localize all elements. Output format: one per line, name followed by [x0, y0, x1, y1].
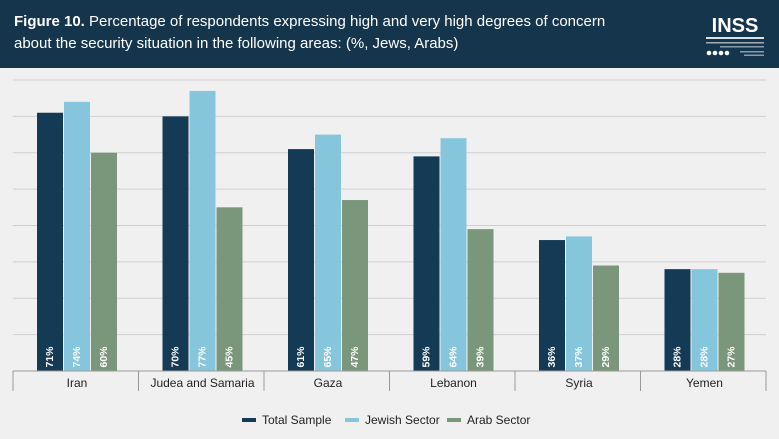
bar-syria-total-sample [539, 240, 565, 371]
bar-label-judea-and-samaria-arab-sector: 45% [224, 346, 236, 368]
category-label-gaza: Gaza [314, 376, 343, 390]
bar-lebanon-total-sample [413, 156, 440, 371]
bar-syria-jewish-sector [566, 236, 592, 371]
bar-label-syria-total-sample: 36% [546, 346, 558, 368]
bar-label-syria-arab-sector: 29% [600, 346, 612, 368]
bar-label-yemen-total-sample: 28% [672, 346, 684, 368]
chart-area: 71% 74% 60% 70% 77% 45% 61% 65% 47% 59% 64% 39% 36% 3… [0, 68, 779, 439]
legend-label-total-sample: Total Sample [262, 413, 332, 427]
bar-chart: 71% 74% 60% 70% 77% 45% 61% 65% 47% 59% 64% 39% 36% 3… [12, 79, 767, 427]
bar-iran-total-sample [37, 112, 63, 372]
inss-logo: INSS [706, 15, 764, 56]
bar-label-lebanon-jewish-sector: 64% [448, 346, 460, 368]
chart-header: Figure 10. Percentage of respondents exp… [0, 0, 779, 68]
category-label-yemen: Yemen [686, 376, 723, 390]
category-label-judea-and-samaria: Judea and Samaria [150, 376, 254, 390]
bar-judea-and-samaria-arab-sector [216, 207, 243, 371]
legend-label-arab-sector: Arab Sector [467, 413, 530, 427]
category-labels: Iran Judea and Samaria Gaza Lebanon Syria Yem… [67, 376, 723, 390]
bar-judea-and-samaria-jewish-sector [189, 90, 216, 371]
figure-label: Figure 10. [14, 13, 85, 30]
bar-label-gaza-total-sample: 61% [295, 346, 307, 368]
inss-logo-text: INSS [712, 15, 759, 37]
bar-label-judea-and-samaria-jewish-sector: 77% [197, 346, 209, 368]
legend-swatch-jewish-sector [345, 418, 359, 422]
bars [37, 90, 745, 372]
bar-iran-jewish-sector [64, 101, 90, 371]
category-label-lebanon: Lebanon [430, 376, 477, 390]
legend-swatch-arab-sector [447, 418, 461, 422]
x-axis [12, 370, 767, 391]
bar-label-gaza-arab-sector: 47% [349, 346, 361, 368]
gridlines [13, 79, 766, 336]
legend-label-jewish-sector: Jewish Sector [365, 413, 440, 427]
category-label-syria: Syria [565, 376, 593, 390]
bar-labels: 71% 74% 60% 70% 77% 45% 61% 65% 47% 59% 64% 39% 36% 3… [44, 346, 738, 368]
bar-yemen-total-sample [664, 269, 691, 371]
bar-yemen-arab-sector [718, 272, 745, 371]
bar-label-syria-jewish-sector: 37% [573, 346, 585, 368]
bar-label-judea-and-samaria-total-sample: 70% [170, 346, 182, 368]
chart-title: Figure 10. Percentage of respondents exp… [14, 11, 644, 55]
bar-gaza-arab-sector [342, 200, 368, 371]
bar-lebanon-jewish-sector [440, 138, 467, 371]
bar-yemen-jewish-sector [691, 269, 718, 371]
bar-syria-arab-sector [593, 265, 619, 371]
bar-label-iran-jewish-sector: 74% [71, 346, 83, 368]
bar-gaza-total-sample [288, 149, 314, 371]
legend-swatch-total-sample [242, 418, 256, 422]
bar-label-iran-total-sample: 71% [44, 346, 56, 368]
bar-label-yemen-jewish-sector: 28% [699, 346, 711, 368]
title-text: Percentage of respondents expressing hig… [14, 13, 606, 52]
category-label-iran: Iran [67, 376, 88, 390]
legend: Total Sample Jewish Sector Arab Sector [242, 413, 530, 427]
bar-lebanon-arab-sector [467, 229, 494, 371]
bar-iran-arab-sector [91, 152, 117, 371]
bar-label-lebanon-arab-sector: 39% [475, 346, 487, 368]
bar-label-gaza-jewish-sector: 65% [322, 346, 334, 368]
bar-label-yemen-arab-sector: 27% [726, 346, 738, 368]
bar-label-lebanon-total-sample: 59% [421, 346, 433, 368]
bar-gaza-jewish-sector [315, 134, 341, 371]
bar-judea-and-samaria-total-sample [162, 116, 189, 371]
bar-label-iran-arab-sector: 60% [98, 346, 110, 368]
